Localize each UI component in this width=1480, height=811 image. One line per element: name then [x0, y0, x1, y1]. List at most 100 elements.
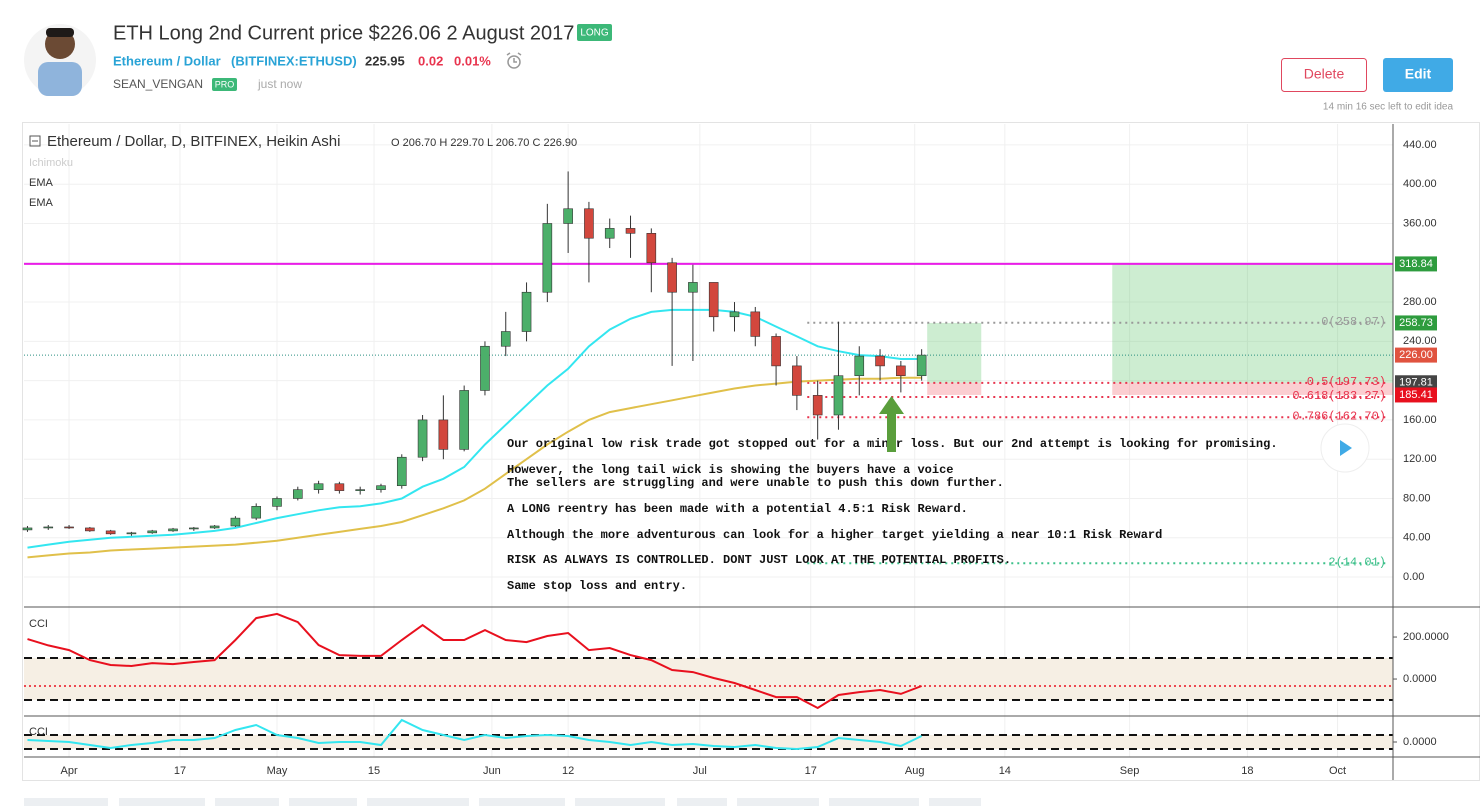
candle-body	[750, 311, 761, 337]
x-tick-label: 18	[1241, 765, 1253, 777]
annotation: Although the more adventurous can look f…	[507, 528, 1162, 542]
chart-title: Ethereum / Dollar, D, BITFINEX, Heikin A…	[47, 133, 340, 150]
x-tick-label: 17	[805, 765, 817, 777]
ohlc: O 206.70 H 229.70 L 206.70 C 226.90	[391, 137, 577, 149]
price-tag	[1395, 315, 1437, 331]
candle-body	[833, 375, 844, 416]
price-tag	[1395, 375, 1437, 391]
candle-body	[209, 525, 220, 529]
x-tick-label: Jun	[483, 765, 501, 777]
candle-body	[812, 395, 823, 416]
y-tick-label: 80.00	[1403, 492, 1431, 504]
stop-zone	[1112, 382, 1393, 395]
price-tag-label: 197.81	[1399, 377, 1433, 389]
pro-bg	[212, 78, 237, 91]
fib-label: 2(14.01)	[1328, 555, 1386, 569]
badge-bg	[577, 24, 612, 41]
annotation: However, the long tail wick is showing t…	[507, 463, 953, 477]
pane-title: CCI	[29, 618, 48, 630]
price-tag-label: 226.00	[1399, 349, 1433, 361]
candle-body	[334, 483, 345, 491]
price-tag-label: 185.41	[1399, 389, 1433, 401]
candle-body	[43, 526, 54, 529]
annotation: A LONG reentry has been made with a pote…	[507, 502, 968, 516]
candle-body	[147, 530, 158, 534]
candle-body	[396, 456, 407, 487]
candle-body	[916, 354, 927, 377]
candle-body	[480, 345, 490, 391]
candle-body	[729, 311, 740, 318]
play-button[interactable]	[1320, 423, 1370, 473]
delete-label: Delete	[1304, 66, 1345, 82]
price: 225.95	[365, 53, 405, 68]
price-tag-label: 258.73	[1399, 317, 1433, 329]
y-tick-label: 0.00	[1403, 571, 1424, 583]
candle-body	[168, 528, 178, 532]
candle-body	[708, 282, 719, 318]
y-tick-label: 0.0000	[1403, 736, 1437, 748]
candle-body	[251, 506, 262, 519]
pane-title: CCI	[29, 726, 48, 738]
y-tick-label: 0.0000	[1403, 673, 1437, 685]
edit-note: 14 min 16 sec left to edit idea	[1323, 102, 1454, 113]
symbol-name[interactable]: Ethereum / Dollar	[113, 53, 221, 68]
line	[27, 718, 923, 751]
candle-body	[667, 262, 677, 293]
candle-body	[875, 355, 885, 367]
candle-body	[85, 527, 95, 532]
x-tick-label: Apr	[60, 765, 77, 777]
badge: LONG	[580, 28, 609, 39]
collapse-icon[interactable]	[29, 135, 41, 147]
time: just now	[257, 77, 302, 91]
candle-body	[64, 526, 74, 529]
price-tag-label: 318.84	[1399, 258, 1433, 270]
alarm-icon[interactable]	[506, 52, 522, 69]
x-tick-label: 12	[562, 765, 574, 777]
delete-button[interactable]: Delete	[1281, 58, 1367, 92]
x-tick-label: Aug	[905, 765, 925, 777]
x-tick-label: 15	[368, 765, 380, 777]
annotation: The sellers are struggling and were unab…	[507, 476, 1004, 490]
stop-zone	[927, 382, 982, 395]
x-tick-label: Jul	[693, 765, 707, 777]
price-tag	[1395, 347, 1437, 363]
candle-body	[292, 489, 303, 499]
candle-body	[272, 498, 282, 507]
candle-body	[313, 483, 324, 490]
indicator: EMA	[29, 177, 54, 189]
y-tick-label: 240.00	[1403, 335, 1437, 347]
fib-label: 0.5(197.73)	[1307, 375, 1386, 389]
candle-body	[459, 390, 469, 450]
symbol-ticker[interactable]: (BITFINEX:ETHUSD)	[231, 53, 357, 68]
toolbar	[24, 798, 981, 806]
target-zone	[927, 322, 982, 383]
line	[27, 612, 922, 710]
candle-body	[521, 291, 532, 332]
candle-body	[230, 517, 241, 527]
candle-body	[126, 532, 137, 535]
price-tag	[1395, 256, 1437, 272]
y-tick-label: 160.00	[1403, 414, 1437, 426]
y-tick-label: 440.00	[1403, 139, 1437, 151]
candle-body	[189, 527, 199, 530]
annotation: Same stop loss and entry.	[507, 579, 687, 593]
y-tick-label: 40.00	[1403, 532, 1431, 544]
cci-band	[24, 734, 1393, 750]
candle-body	[22, 527, 33, 531]
candle-body	[500, 331, 511, 347]
cci-band	[24, 658, 1393, 701]
fib-label: 0.786(162.70)	[1292, 409, 1386, 423]
candle-body	[646, 233, 657, 264]
edit-button[interactable]: Edit	[1383, 58, 1453, 92]
x-tick-label: May	[267, 765, 288, 777]
line	[27, 376, 922, 559]
candle-body	[604, 228, 615, 239]
candle-body	[896, 365, 906, 377]
author[interactable]: SEAN_VENGAN	[113, 77, 203, 91]
candle-body	[688, 282, 698, 293]
candle-body	[355, 489, 365, 491]
y-tick-label: 280.00	[1403, 296, 1437, 308]
candle-body	[438, 419, 449, 450]
